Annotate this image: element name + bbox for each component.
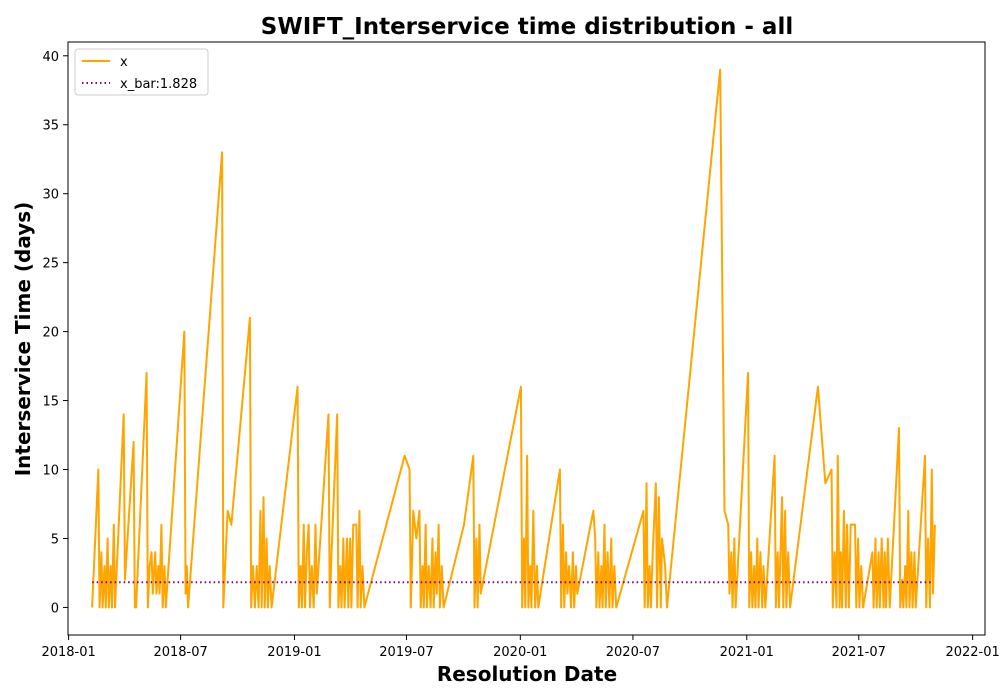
y-tick-label: 0 <box>51 601 59 616</box>
series-layer <box>91 68 936 609</box>
x-tick-label: 2020-01 <box>493 645 547 660</box>
y-tick-label: 35 <box>42 119 59 134</box>
legend-label-x: x <box>120 55 128 70</box>
x-tick-label: 2021-07 <box>832 645 886 660</box>
x-tick-label: 2019-07 <box>379 645 433 660</box>
y-tick-label: 5 <box>51 532 59 547</box>
x-tick-label: 2020-07 <box>606 645 660 660</box>
y-tick-label: 25 <box>42 257 59 272</box>
legend-label-x-bar: x_bar:1.828 <box>120 77 197 92</box>
y-axis: 0 5 10 15 20 25 30 35 40 <box>42 50 68 616</box>
y-tick-label: 10 <box>42 464 59 479</box>
axes-frame <box>67 41 986 636</box>
x-tick-label: 2018-01 <box>41 645 95 660</box>
legend: x x_bar:1.828 <box>74 48 209 96</box>
chart-title: SWIFT_Interservice time distribution - a… <box>261 14 793 40</box>
x-tick-label: 2019-01 <box>267 645 321 660</box>
x-axis: 2018-01 2018-07 2019-01 2019-07 2020-01 2020-… <box>41 635 1000 660</box>
x-tick-label: 2018-07 <box>153 645 207 660</box>
series-line-x <box>91 68 936 609</box>
y-tick-label: 20 <box>42 326 59 341</box>
y-tick-label: 40 <box>42 50 59 65</box>
y-axis-title: Interservice Time (days) <box>11 202 35 477</box>
y-tick-label: 15 <box>42 395 59 410</box>
x-axis-title: Resolution Date <box>437 662 617 686</box>
x-tick-label: 2022-01 <box>945 645 999 660</box>
y-tick-label: 30 <box>42 188 59 203</box>
x-tick-label: 2021-01 <box>720 645 774 660</box>
